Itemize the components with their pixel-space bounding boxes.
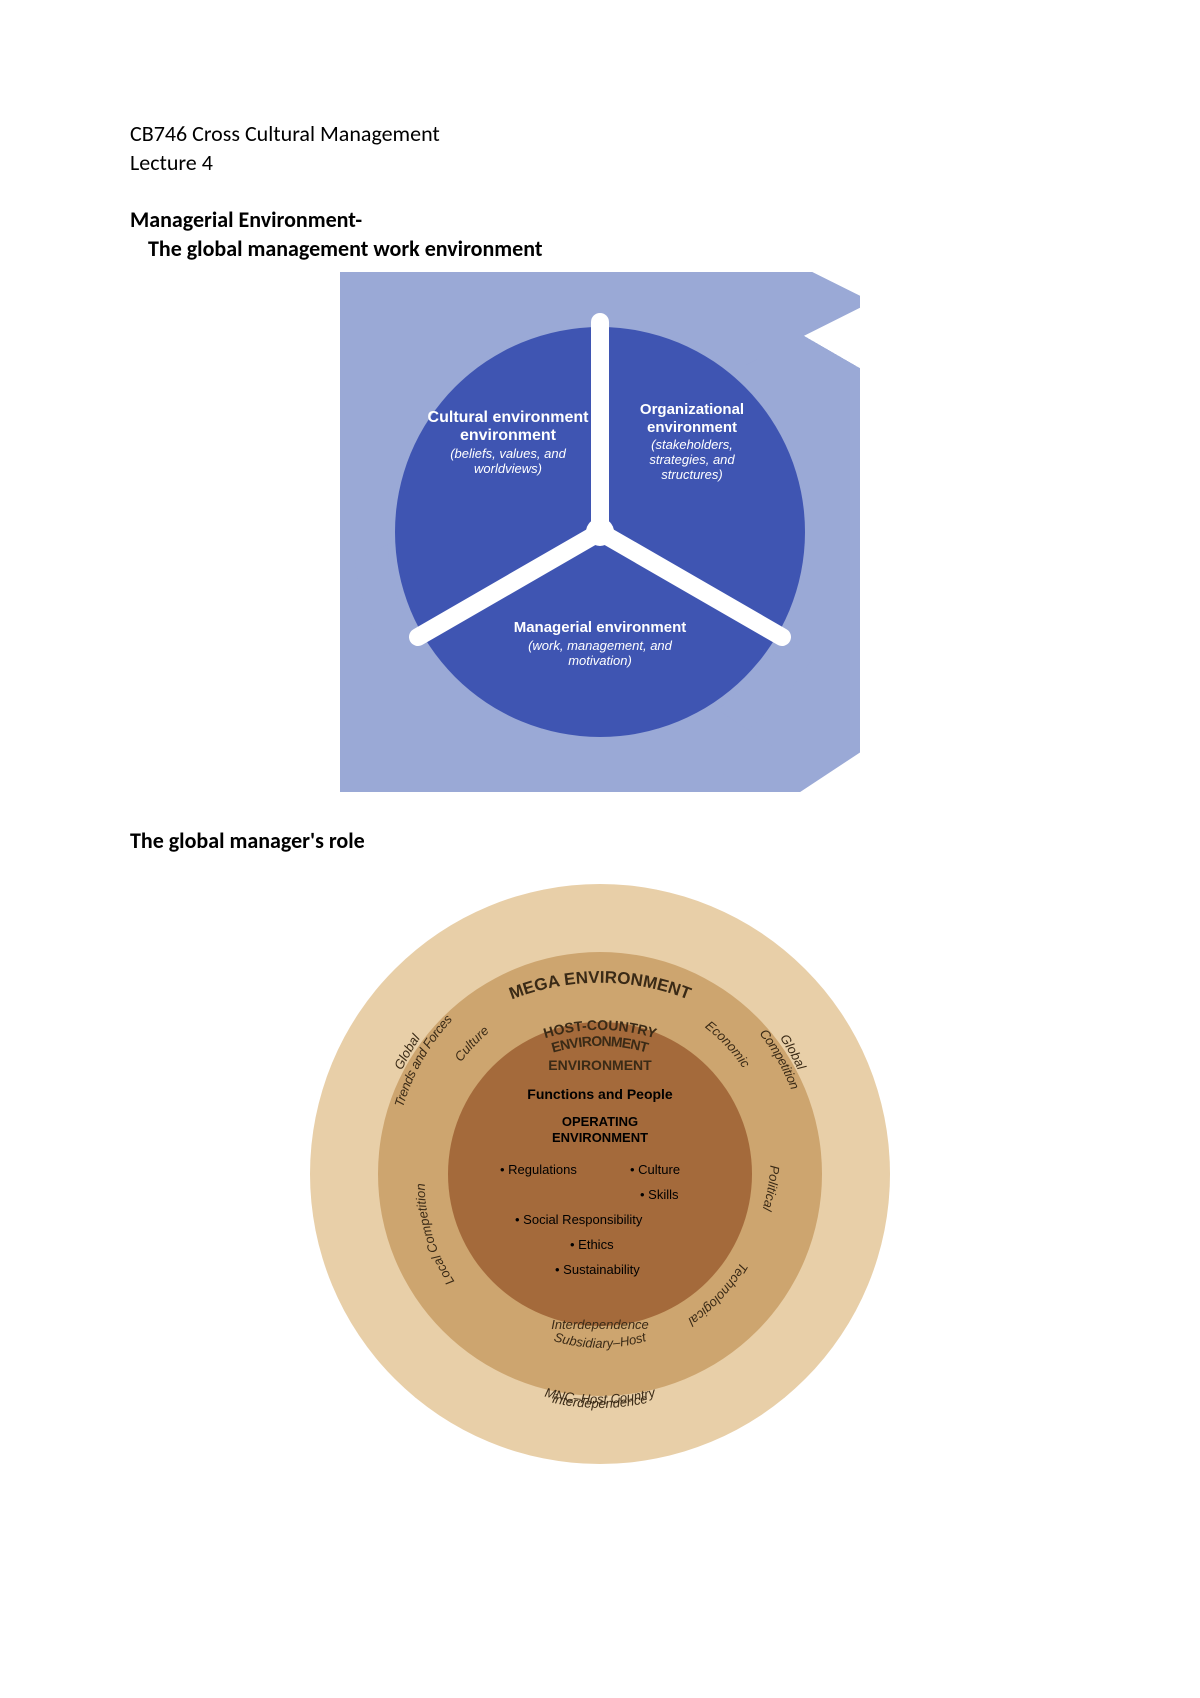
svg-text:Interdependence: Interdependence [551,1317,649,1332]
svg-text:ENVIRONMENT: ENVIRONMENT [548,1057,652,1073]
inner-operating: OPERATING [562,1114,638,1129]
slice-cultural-title: Cultural environment [428,409,590,426]
bullet-ethics: • Ethics [570,1237,614,1252]
bullet-regulations: • Regulations [500,1162,577,1177]
bullet-sustainability: • Sustainability [555,1262,640,1277]
svg-text:(beliefs, values, and: (beliefs, values, and [450,446,566,461]
bullet-culture: • Culture [630,1162,680,1177]
svg-text:environment: environment [460,427,557,444]
svg-text:worldviews): worldviews) [474,461,542,476]
bullet-social-responsibility: • Social Responsibility [515,1212,643,1227]
slice-organizational-title: Organizational [640,401,744,418]
svg-text:ENVIRONMENT: ENVIRONMENT [552,1130,648,1145]
svg-text:environment: environment [647,419,737,436]
diagram-global-management-environment: Cultural environment environment (belief… [340,272,860,797]
svg-text:(work, management, and: (work, management, and [528,638,673,653]
section1-heading: Managerial Environment- [130,206,1070,233]
svg-text:strategies, and: strategies, and [649,452,735,467]
slice-managerial-title: Managerial environment [514,619,687,636]
inner-functions-people: Functions and People [527,1086,673,1102]
svg-text:(stakeholders,: (stakeholders, [651,437,733,452]
section1-subheading: The global management work environment [148,235,1070,262]
diagram-global-manager-role: MEGA ENVIRONMENT HOST-COUNTRY ENVIRONMEN… [300,874,900,1479]
lecture-number: Lecture 4 [130,149,1070,176]
course-title: CB746 Cross Cultural Management [130,120,1070,147]
bullet-skills: • Skills [640,1187,679,1202]
svg-text:structures): structures) [661,467,722,482]
svg-text:motivation): motivation) [568,653,632,668]
section2-heading: The global manager's role [130,827,1070,854]
